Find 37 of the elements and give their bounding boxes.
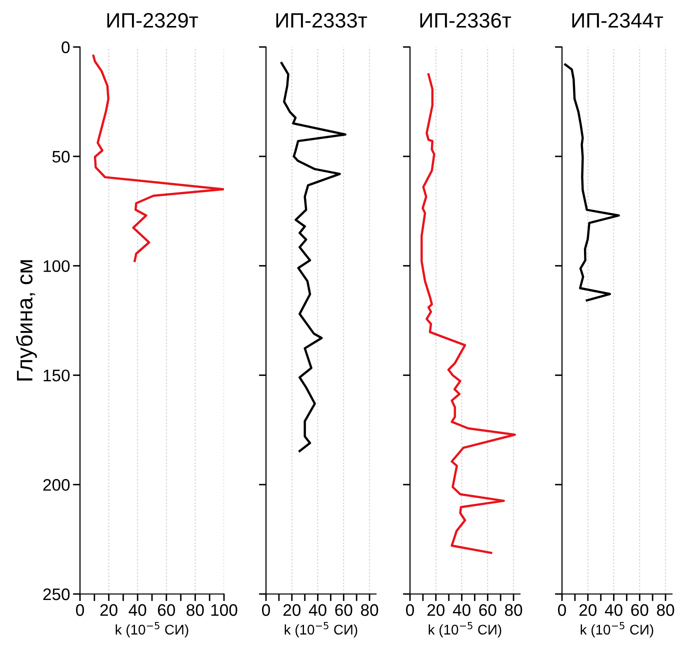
x-tick-label: 80	[504, 604, 522, 616]
x-tick-label: 40	[308, 604, 326, 616]
x-tick-label: 80	[656, 604, 674, 616]
x-axis-title: k (10$^{−5}$ СИ)	[116, 622, 188, 638]
y-tick-label: 100	[44, 260, 70, 272]
x-tick-label: 0	[76, 604, 84, 616]
x-tick-label: 0	[406, 604, 414, 616]
x-tick-label: 40	[604, 604, 622, 616]
x-tick-label: 60	[479, 604, 496, 616]
x-tick-label: 60	[335, 604, 352, 616]
x-tick-label: 60	[158, 604, 176, 616]
y-axis-title: Глубина, см	[16, 260, 37, 380]
x-tick-label: 20	[283, 604, 300, 616]
x-axis-title: k (10$^{−5}$ СИ)	[428, 622, 502, 638]
line-series	[92, 54, 224, 262]
x-tick-label: 80	[186, 604, 204, 616]
chart-title: ИП-2329т	[107, 13, 198, 28]
x-tick-label: 80	[360, 604, 378, 616]
chart-title: ИП-2336т	[420, 13, 512, 28]
x-tick-label: 100	[211, 604, 238, 616]
x-tick-label: 20	[100, 604, 118, 616]
x-axis-title: k (10$^{−5}$ СИ)	[580, 622, 654, 638]
y-tick-label: 0	[62, 41, 70, 54]
y-tick-label: 250	[43, 588, 70, 600]
x-axis-title: k (10$^{−5}$ СИ)	[284, 622, 358, 638]
chart-title: ИП-2333т	[276, 13, 368, 28]
x-tick-label: 20	[427, 604, 444, 616]
x-tick-label: 40	[452, 604, 470, 616]
x-tick-label: 60	[631, 604, 648, 616]
x-tick-label: 0	[558, 604, 566, 616]
y-tick-label: 200	[43, 479, 70, 491]
x-tick-label: 20	[579, 604, 596, 616]
chart-title: ИП-2344т	[572, 13, 664, 28]
x-tick-label: 0	[262, 604, 270, 616]
y-tick-label: 50	[52, 150, 70, 163]
x-tick-label: 40	[128, 604, 146, 616]
y-tick-label: 150	[44, 370, 70, 382]
